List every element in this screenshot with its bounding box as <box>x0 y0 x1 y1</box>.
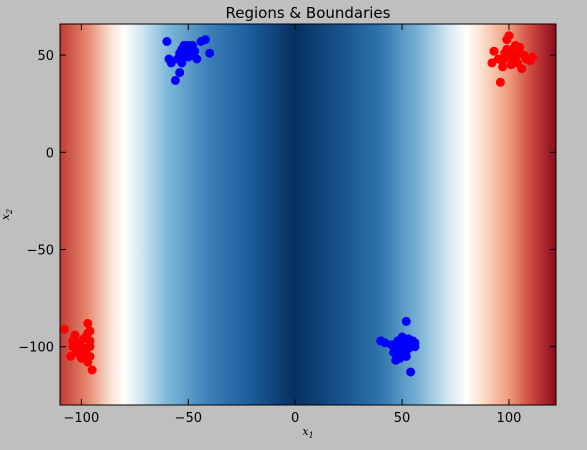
data-point <box>487 58 497 68</box>
plot-frame <box>59 23 557 406</box>
data-point <box>162 37 172 46</box>
data-point <box>389 348 398 357</box>
data-point <box>164 54 174 64</box>
data-point <box>200 35 210 45</box>
data-point <box>406 367 416 377</box>
data-point <box>175 68 185 78</box>
data-point <box>510 52 520 62</box>
data-point <box>506 60 516 70</box>
data-point <box>70 344 80 354</box>
data-point <box>498 56 508 66</box>
data-point <box>83 318 93 328</box>
x-tick-label: −50 <box>175 411 202 426</box>
chart-title: Regions & Boundaries <box>226 4 391 22</box>
x-tick-label: 100 <box>497 411 522 426</box>
data-point <box>410 342 420 352</box>
data-point <box>528 52 537 62</box>
y-tick-label: 0 <box>46 146 54 161</box>
data-point <box>393 336 403 346</box>
data-point <box>401 346 411 356</box>
data-point <box>60 324 69 334</box>
data-point <box>404 334 413 344</box>
y-axis-label: x2 <box>0 209 14 220</box>
data-point <box>81 332 91 342</box>
x-tick-label: 50 <box>394 411 411 426</box>
data-point <box>517 64 527 74</box>
data-point <box>76 353 86 363</box>
x-axis-label: x1 <box>302 425 313 440</box>
data-point <box>66 351 76 361</box>
data-point <box>87 365 97 375</box>
x-tick-label: 0 <box>291 411 299 426</box>
data-point <box>183 40 193 50</box>
x-tick-label: −100 <box>64 411 100 426</box>
ticks-layer: −100 −50 0 50 100 50 0 −50 −100 <box>18 24 556 426</box>
points-layer <box>60 31 537 377</box>
data-point <box>83 357 93 367</box>
data-point <box>495 77 505 87</box>
data-point <box>85 342 95 352</box>
data-point <box>395 353 405 363</box>
y-tick-label: −50 <box>27 243 54 258</box>
y-tick-label: 50 <box>37 49 54 64</box>
data-point <box>170 75 180 85</box>
data-point <box>68 336 78 346</box>
data-point <box>502 44 512 54</box>
data-point <box>401 316 411 326</box>
data-point <box>205 48 215 58</box>
y-tick-label: −100 <box>18 341 54 356</box>
heatmap-background <box>60 24 556 405</box>
data-point <box>188 50 198 60</box>
data-point <box>504 31 514 41</box>
data-point <box>177 58 187 68</box>
data-point <box>515 42 525 52</box>
data-point <box>489 46 499 56</box>
